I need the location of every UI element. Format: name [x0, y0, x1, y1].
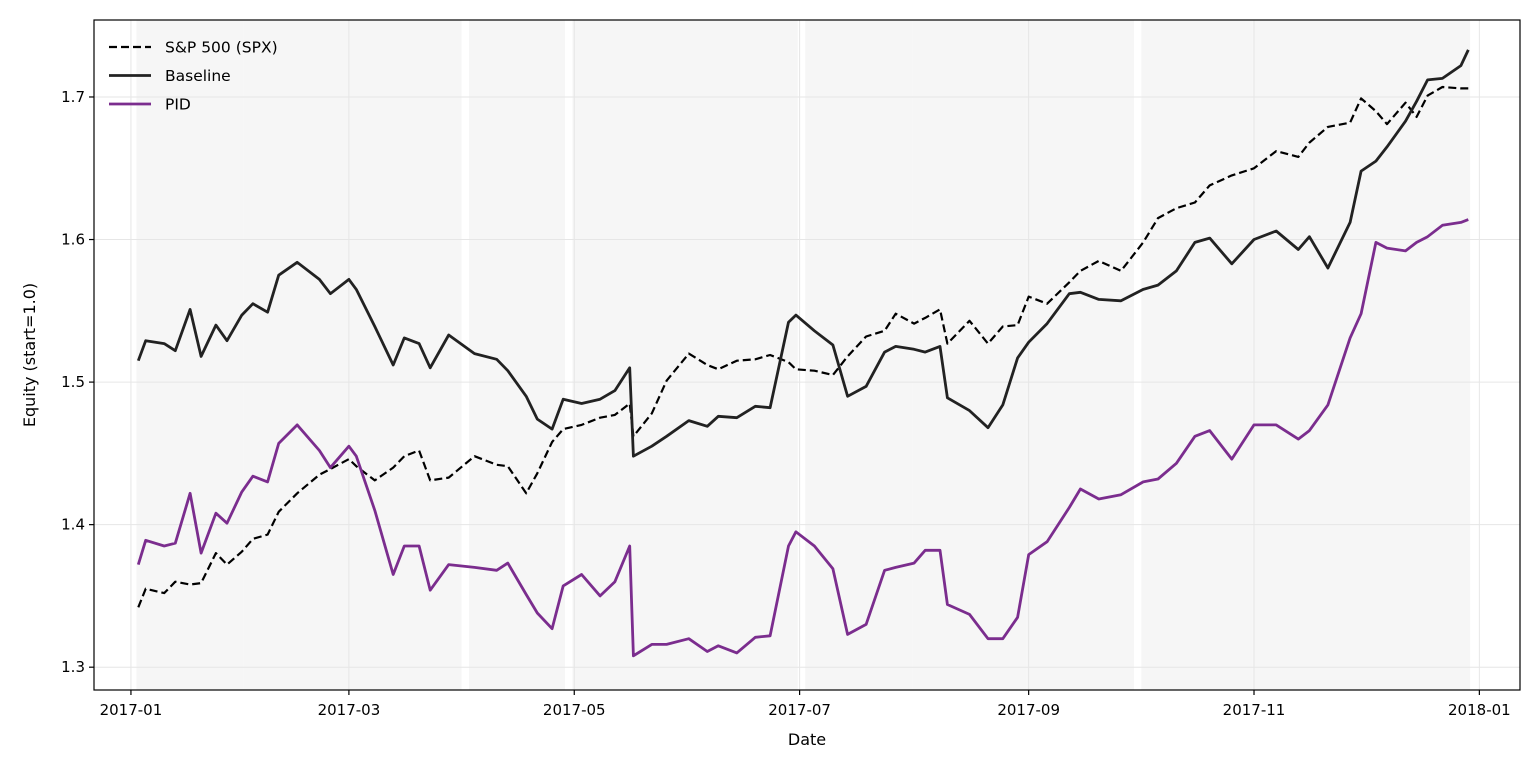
y-axis-label: Equity (start=1.0): [20, 283, 39, 427]
x-tick-label: 2017-09: [997, 701, 1060, 719]
y-tick-label: 1.7: [61, 88, 85, 106]
x-tick-label: 2017-11: [1223, 701, 1286, 719]
month-band: [347, 20, 462, 690]
x-axis-ticks: 2017-01 2017-03 2017-05 2017-07 2017-09 2017-…: [100, 690, 1511, 719]
month-band: [1362, 20, 1471, 690]
y-tick-label: 1.6: [61, 231, 85, 249]
y-tick-label: 1.3: [61, 658, 85, 676]
month-band: [1026, 20, 1134, 690]
y-tick-label: 1.5: [61, 373, 85, 391]
month-band: [1252, 20, 1363, 690]
legend: S&P 500 (SPX) Baseline PID: [109, 39, 278, 114]
month-band: [1141, 20, 1253, 690]
month-band: [572, 20, 687, 690]
series-line-baseline: [136, 49, 1470, 458]
month-band: [805, 20, 913, 690]
legend-label: PID: [165, 96, 191, 114]
x-tick-label: 2018-01: [1448, 701, 1511, 719]
x-tick-label: 2017-07: [768, 701, 831, 719]
month-band: [136, 20, 244, 690]
x-axis-label: Date: [788, 730, 826, 749]
y-tick-label: 1.4: [61, 516, 85, 534]
x-tick-label: 2017-05: [543, 701, 606, 719]
x-tick-label: 2017-03: [318, 701, 381, 719]
legend-label: Baseline: [165, 67, 231, 85]
month-band: [686, 20, 798, 690]
month-band: [912, 20, 1027, 690]
series-line-pid: [136, 218, 1469, 658]
legend-label: S&P 500 (SPX): [165, 39, 278, 57]
plot-frame: [93, 19, 1521, 691]
month-band: [243, 20, 348, 690]
x-tick-label: 2017-01: [100, 701, 163, 719]
y-axis-ticks: 1.3 1.4 1.5 1.6 1.7: [61, 88, 94, 676]
series-lines: [136, 49, 1470, 658]
